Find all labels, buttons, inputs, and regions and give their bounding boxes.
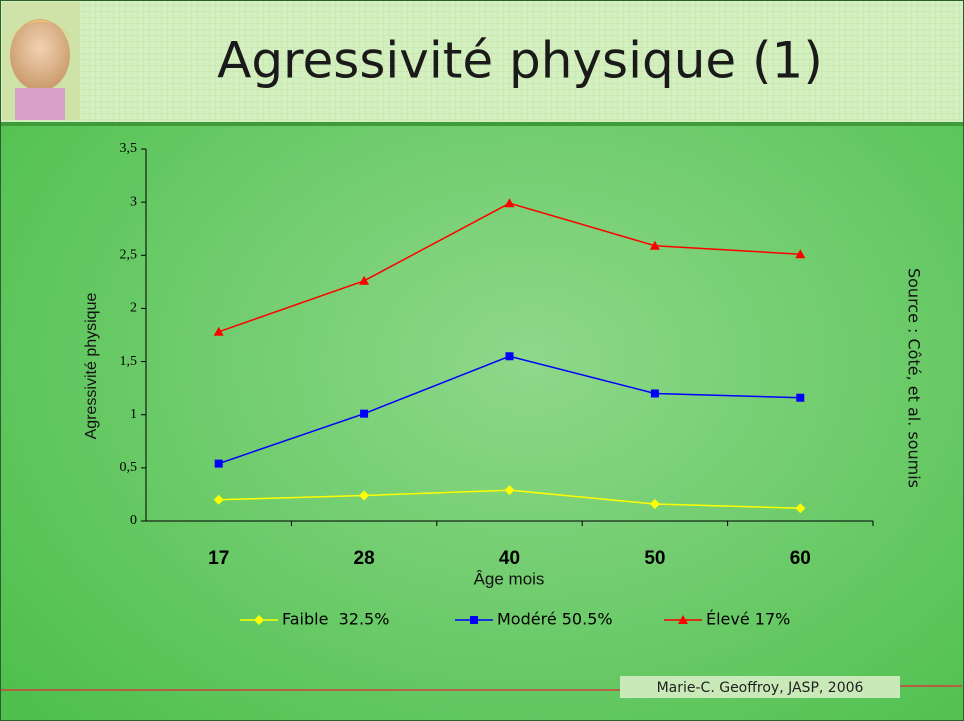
data-point xyxy=(213,494,224,505)
slide-title: Agressivité physique (1) xyxy=(217,32,823,90)
x-tick-label: 28 xyxy=(354,548,375,569)
legend-label: Élevé 17% xyxy=(706,610,790,629)
title-bar xyxy=(0,0,964,124)
data-point xyxy=(504,198,515,208)
data-point xyxy=(650,389,659,398)
legend-label: Faible 32.5% xyxy=(282,610,389,629)
data-point xyxy=(213,326,224,336)
data-point xyxy=(359,275,370,285)
legend-label: Modéré 50.5% xyxy=(497,610,613,629)
data-point xyxy=(505,352,514,361)
legend-marker xyxy=(470,616,478,624)
data-point xyxy=(360,409,369,418)
x-tick-label: 60 xyxy=(790,548,811,569)
y-axis-label: Agressivité physique xyxy=(83,293,100,440)
photo xyxy=(2,2,80,120)
data-point xyxy=(649,240,660,250)
legend-marker xyxy=(254,615,264,625)
data-point xyxy=(795,503,806,514)
y-tick-label: 1,5 xyxy=(120,354,138,369)
x-tick-label: 17 xyxy=(208,548,229,569)
footer: Marie-C. Geoffroy, JASP, 2006 xyxy=(657,680,864,696)
x-tick-label: 40 xyxy=(499,548,520,569)
data-point xyxy=(649,498,660,509)
data-point xyxy=(214,459,223,468)
x-axis-label: Âge mois xyxy=(474,569,545,588)
y-tick-label: 3 xyxy=(130,194,137,209)
source-note: Source : Côté, et al. soumis xyxy=(905,268,924,488)
data-point xyxy=(795,249,806,259)
data-point xyxy=(504,485,515,496)
y-tick-label: 3,5 xyxy=(120,141,138,156)
y-tick-label: 2 xyxy=(130,301,137,316)
y-tick-label: 2,5 xyxy=(120,248,138,263)
title-divider xyxy=(0,122,964,126)
y-tick-label: 0,5 xyxy=(120,460,138,475)
y-tick-label: 1 xyxy=(130,407,137,422)
data-point xyxy=(796,393,805,402)
x-tick-label: 50 xyxy=(644,548,665,569)
legend-marker xyxy=(678,615,688,624)
y-tick-label: 0 xyxy=(130,513,137,528)
footer-box xyxy=(620,676,900,698)
data-point xyxy=(359,490,370,501)
